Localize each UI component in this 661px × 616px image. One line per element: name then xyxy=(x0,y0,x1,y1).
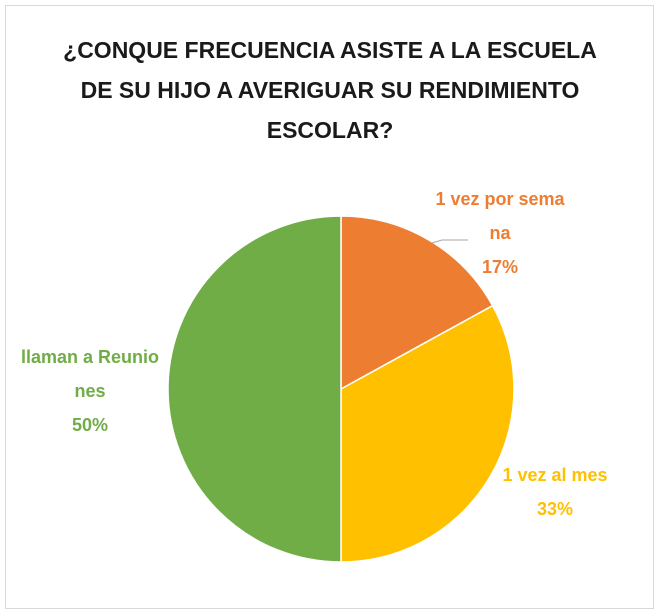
data-label: 1 vez al mes 33% xyxy=(480,458,630,526)
leader-line xyxy=(431,239,468,244)
value-label: 33% xyxy=(536,499,574,519)
category-label: llaman a Reuniones xyxy=(20,347,160,401)
chart-title: ¿CONQUE FRECUENCIA ASISTE A LA ESCUELA D… xyxy=(63,37,597,143)
category-label: 1 vez por semana xyxy=(435,189,565,243)
pie-slice xyxy=(167,215,342,563)
data-label: llaman a Reuniones 50% xyxy=(20,340,160,442)
chart-border xyxy=(5,5,654,609)
data-label: 1 vez por semana 17% xyxy=(430,182,570,284)
category-label: 1 vez al mes xyxy=(502,465,608,485)
pie-slice xyxy=(340,304,515,563)
value-label: 17% xyxy=(481,257,519,277)
pie-slice xyxy=(340,215,494,391)
value-label: 50% xyxy=(71,415,109,435)
